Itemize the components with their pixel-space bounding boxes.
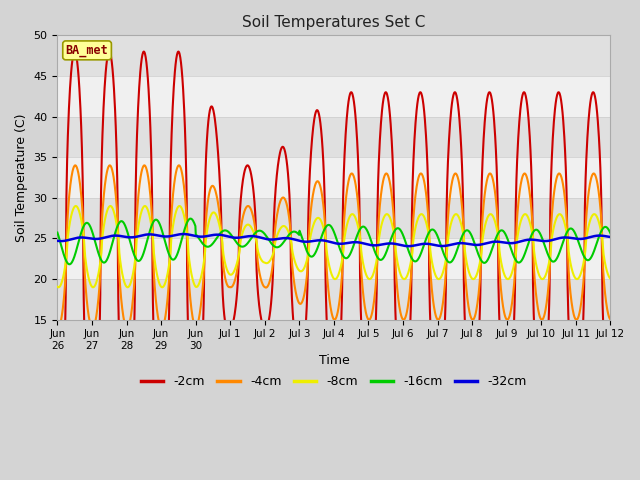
- Bar: [58, 76, 611, 117]
- Title: Soil Temperatures Set C: Soil Temperatures Set C: [242, 15, 426, 30]
- Bar: [58, 157, 611, 198]
- Bar: [58, 198, 611, 239]
- Bar: [58, 279, 611, 320]
- Legend: -2cm, -4cm, -8cm, -16cm, -32cm: -2cm, -4cm, -8cm, -16cm, -32cm: [136, 370, 532, 393]
- Y-axis label: Soil Temperature (C): Soil Temperature (C): [15, 113, 28, 242]
- X-axis label: Time: Time: [319, 354, 349, 367]
- Text: BA_met: BA_met: [66, 44, 108, 57]
- Bar: [58, 239, 611, 279]
- Bar: [58, 117, 611, 157]
- Bar: [58, 36, 611, 76]
